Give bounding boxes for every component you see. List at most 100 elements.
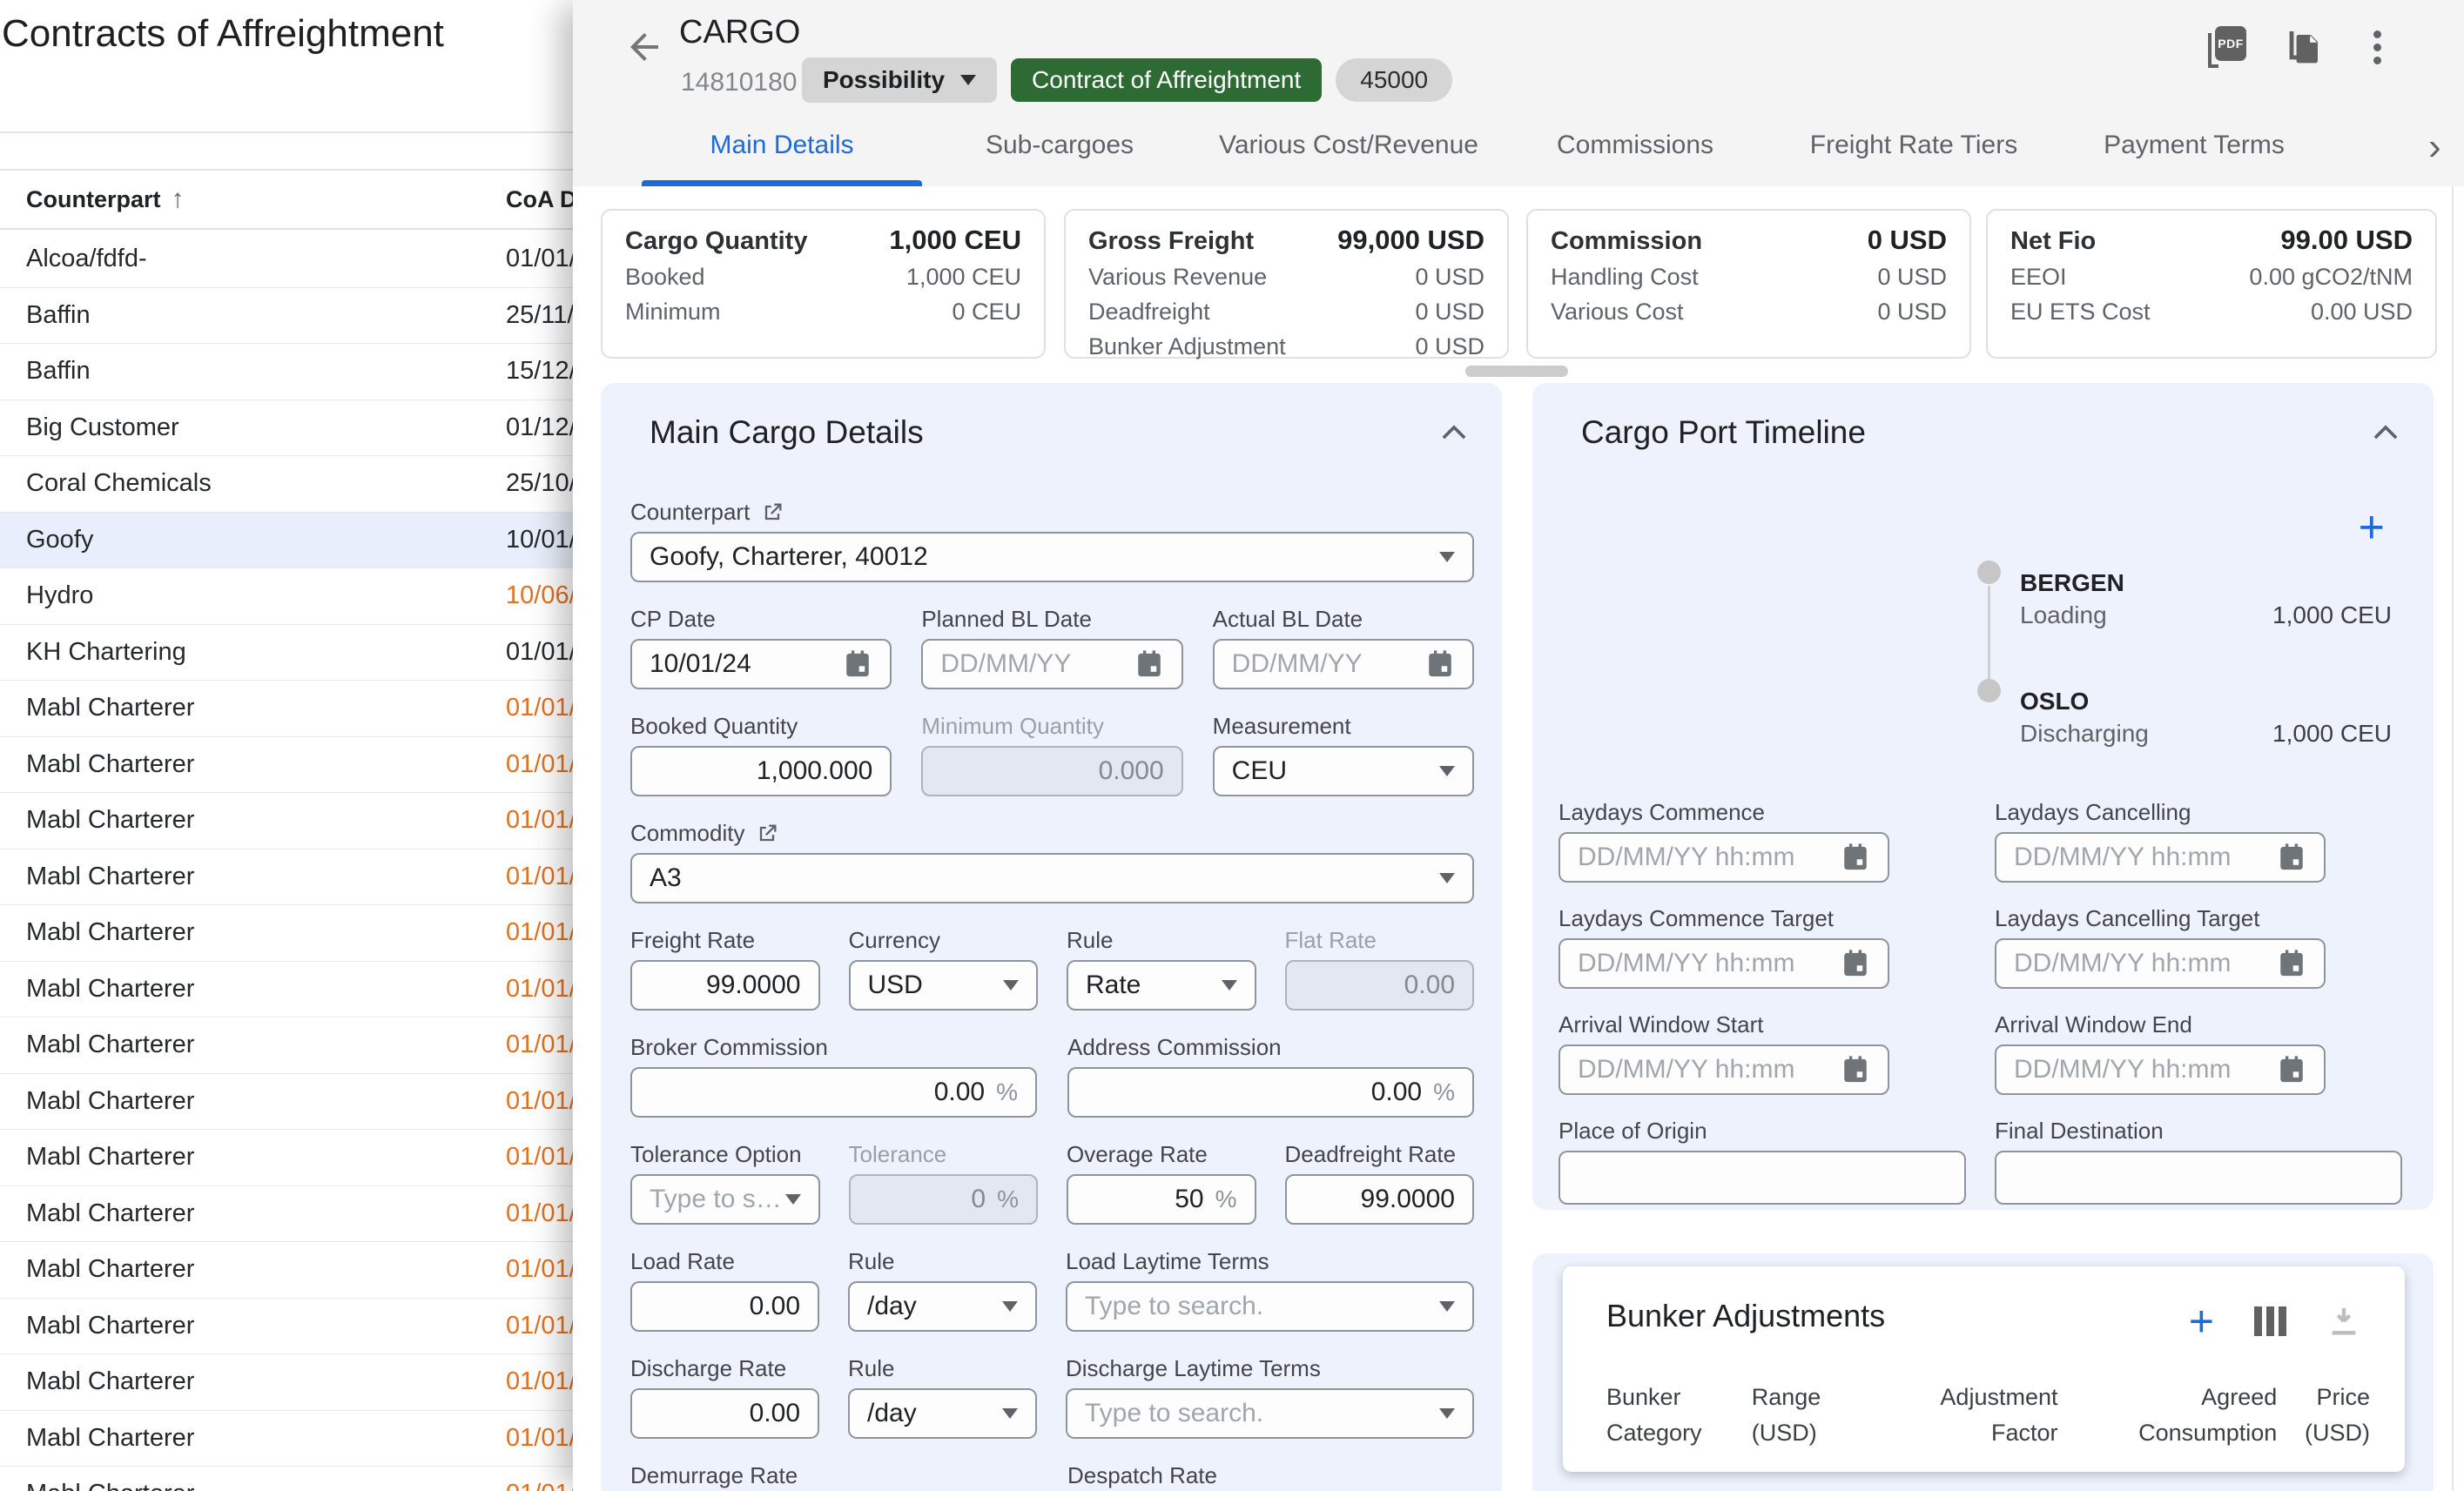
download-icon[interactable]: [2326, 1304, 2361, 1339]
calendar-icon[interactable]: [1134, 649, 1164, 679]
table-row[interactable]: Baffin 15/12/: [0, 344, 573, 400]
tab-bar: Main Details Sub-cargoes Various Cost/Re…: [573, 113, 2464, 186]
table-row[interactable]: KH Chartering 01/01/: [0, 625, 573, 681]
actual-bl-date-input[interactable]: DD/MM/YY: [1212, 639, 1474, 689]
table-row[interactable]: Mabl Charterer 01/01/: [0, 1130, 573, 1186]
table-row[interactable]: Mabl Charterer 01/01/: [0, 1018, 573, 1074]
table-row[interactable]: Mabl Charterer 01/01/: [0, 1467, 573, 1491]
deadfreight-rate-input[interactable]: 99.0000: [1284, 1174, 1474, 1225]
column-header-coa-date[interactable]: CoA Da: [506, 185, 573, 212]
add-port-button[interactable]: +: [2358, 502, 2385, 553]
field-tolerance-option: Tolerance Option Type to s…: [630, 1141, 820, 1225]
tab-commissions[interactable]: Commissions: [1556, 131, 1714, 159]
status-dropdown[interactable]: Possibility: [802, 57, 998, 103]
calendar-icon[interactable]: [2277, 843, 2306, 872]
freight-rate-input[interactable]: 99.0000: [630, 960, 820, 1011]
calendar-icon[interactable]: [1841, 843, 1870, 872]
table-row[interactable]: Mabl Charterer 01/01/: [0, 681, 573, 737]
laydays-commence-input[interactable]: DD/MM/YY hh:mm: [1559, 832, 1889, 883]
address-commission-input[interactable]: 0.00%: [1067, 1067, 1474, 1118]
bunker-adjustments-card: Bunker Adjustments + Bunker Category Rang…: [1563, 1266, 2405, 1472]
commodity-select[interactable]: A3: [630, 853, 1474, 903]
tab-various-cost-revenue[interactable]: Various Cost/Revenue: [1219, 131, 1478, 159]
table-row[interactable]: Mabl Charterer 01/01/: [0, 737, 573, 793]
table-row[interactable]: Mabl Charterer 01/01/: [0, 793, 573, 850]
external-link-icon[interactable]: [755, 822, 779, 846]
place-of-origin-input[interactable]: [1559, 1151, 1966, 1205]
table-row[interactable]: Big Customer 01/12/: [0, 400, 573, 456]
calendar-icon[interactable]: [2277, 1055, 2306, 1085]
table-row[interactable]: Mabl Charterer 01/01/: [0, 850, 573, 905]
row-coa-date: 01/01/: [506, 1199, 573, 1227]
laydays-cancelling-target-input[interactable]: DD/MM/YY hh:mm: [1995, 938, 2326, 989]
tab-sub-cargoes[interactable]: Sub-cargoes: [985, 131, 1134, 159]
table-row[interactable]: Mabl Charterer 01/01/: [0, 1186, 573, 1242]
table-row[interactable]: Hydro 10/06/: [0, 568, 573, 625]
overage-rate-input[interactable]: 50%: [1067, 1174, 1256, 1225]
back-button[interactable]: [623, 26, 665, 68]
tab-payment-terms[interactable]: Payment Terms: [2104, 131, 2285, 159]
calendar-icon[interactable]: [1425, 649, 1455, 679]
port-name[interactable]: BERGEN: [2020, 569, 2124, 596]
calendar-icon[interactable]: [1841, 1055, 1870, 1085]
arrival-window-start-input[interactable]: DD/MM/YY hh:mm: [1559, 1044, 1889, 1095]
collapse-chevron-icon[interactable]: [2371, 423, 2400, 442]
arrival-window-end-input[interactable]: DD/MM/YY hh:mm: [1995, 1044, 2326, 1095]
calendar-icon[interactable]: [1841, 949, 1870, 978]
collapse-chevron-icon[interactable]: [1439, 423, 1469, 442]
card-row-label: Various Revenue: [1088, 264, 1268, 290]
measurement-select[interactable]: CEU: [1212, 746, 1474, 796]
tolerance-option-select[interactable]: Type to s…: [630, 1174, 820, 1225]
laydays-cancelling-input[interactable]: DD/MM/YY hh:mm: [1995, 832, 2326, 883]
load-rate-input[interactable]: 0.00: [630, 1281, 819, 1332]
row-counterpart: Coral Chemicals: [26, 469, 212, 498]
header-actions: PDF: [2205, 24, 2400, 70]
table-row[interactable]: Alcoa/fdfd- 01/01/: [0, 232, 573, 288]
copy-button[interactable]: [2279, 24, 2325, 70]
discharge-rate-input[interactable]: 0.00: [630, 1388, 819, 1439]
load-laytime-terms-select[interactable]: Type to search.: [1066, 1281, 1474, 1332]
external-link-icon[interactable]: [760, 500, 784, 525]
table-row[interactable]: Coral Chemicals 25/10/: [0, 456, 573, 513]
cards-resize-handle[interactable]: [1465, 366, 1568, 377]
column-header-counterpart[interactable]: Counterpart ↑: [26, 185, 185, 214]
table-row[interactable]: Baffin 25/11/: [0, 288, 573, 344]
more-menu-button[interactable]: [2354, 24, 2400, 70]
columns-icon[interactable]: [2254, 1306, 2286, 1336]
chevron-down-icon: [1221, 980, 1237, 991]
export-pdf-button[interactable]: PDF: [2205, 24, 2250, 70]
laydays-commence-target-input[interactable]: DD/MM/YY hh:mm: [1559, 938, 1889, 989]
calendar-icon[interactable]: [2277, 949, 2306, 978]
chevron-down-icon: [1439, 1408, 1455, 1419]
counterpart-select[interactable]: Goofy, Charterer, 40012: [630, 532, 1474, 582]
discharge-laytime-terms-select[interactable]: Type to search.: [1066, 1388, 1474, 1439]
port-name[interactable]: OSLO: [2020, 688, 2090, 715]
tab-main-details[interactable]: Main Details: [710, 131, 854, 159]
table-row[interactable]: Mabl Charterer 01/01/: [0, 1299, 573, 1354]
table-row[interactable]: Mabl Charterer 01/01/: [0, 1354, 573, 1411]
table-row[interactable]: Mabl Charterer 01/01/: [0, 962, 573, 1018]
row-counterpart: Mabl Charterer: [26, 1143, 195, 1172]
rule-select[interactable]: Rate: [1067, 960, 1256, 1011]
scrollbar-track[interactable]: [2452, 186, 2454, 1491]
add-bunker-adjustment-button[interactable]: +: [2188, 1297, 2214, 1346]
cp-date-input[interactable]: 10/01/24: [630, 639, 892, 689]
final-destination-input[interactable]: [1995, 1151, 2402, 1205]
field-arrival-window-start: Arrival Window Start DD/MM/YY hh:mm: [1559, 1011, 1966, 1095]
table-row[interactable]: Goofy 10/01/: [0, 512, 573, 568]
broker-commission-input[interactable]: 0.00%: [630, 1067, 1037, 1118]
currency-select[interactable]: USD: [848, 960, 1038, 1011]
tabs-scroll-right-chevron-icon[interactable]: ›: [2428, 125, 2441, 168]
table-row[interactable]: Mabl Charterer 01/01/: [0, 1242, 573, 1299]
discharge-rule-select[interactable]: /day: [848, 1388, 1037, 1439]
planned-bl-date-input[interactable]: DD/MM/YY: [921, 639, 1183, 689]
load-rule-select[interactable]: /day: [848, 1281, 1037, 1332]
calendar-icon[interactable]: [843, 649, 872, 679]
tab-freight-rate-tiers[interactable]: Freight Rate Tiers: [1809, 131, 2018, 159]
table-row[interactable]: Mabl Charterer 01/01/: [0, 905, 573, 962]
table-row[interactable]: Mabl Charterer 01/01/: [0, 1411, 573, 1467]
booked-quantity-input[interactable]: 1,000.000: [630, 746, 892, 796]
badge-row: Possibility Contract of Affreightment 45…: [802, 57, 1453, 103]
row-counterpart: Mabl Charterer: [26, 1255, 195, 1284]
table-row[interactable]: Mabl Charterer 01/01/: [0, 1074, 573, 1130]
